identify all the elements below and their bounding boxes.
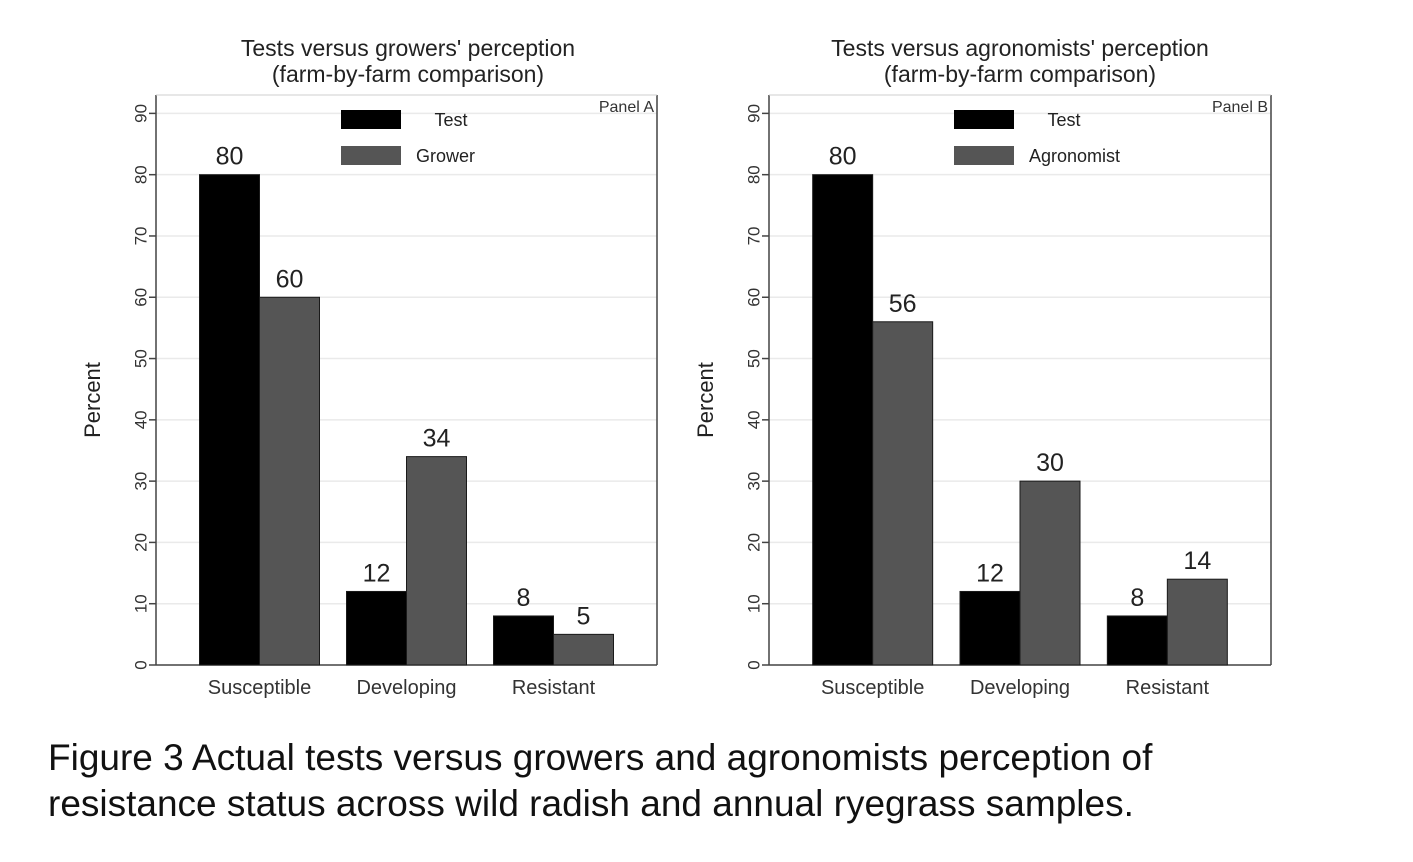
- x-tick-label: Susceptible: [821, 677, 924, 699]
- bar-agronomist: [872, 321, 934, 666]
- chart-title: Tests versus growers' perception: [241, 35, 575, 61]
- bar-test: [959, 590, 1021, 666]
- bar-data-label: 30: [1036, 449, 1064, 477]
- legend-label-test: Test: [434, 110, 467, 130]
- bar-data-label: 14: [1183, 547, 1211, 575]
- y-tick-label: 20: [131, 533, 150, 552]
- bar-test: [812, 174, 874, 666]
- y-tick-label: 80: [131, 165, 150, 184]
- x-tick-label: Developing: [970, 677, 1070, 699]
- bar-grower: [553, 633, 614, 666]
- legend-label-grower: Grower: [416, 146, 475, 166]
- caption-line-1: Figure 3 Actual tests versus growers and…: [48, 737, 1153, 778]
- bar-test: [493, 615, 554, 666]
- y-tick-label: 70: [744, 227, 763, 246]
- y-tick-label: 90: [131, 104, 150, 123]
- y-tick-label: 80: [744, 165, 763, 184]
- y-tick-label: 0: [131, 660, 150, 669]
- bar-agronomist: [1019, 480, 1081, 666]
- y-tick-label: 30: [131, 472, 150, 491]
- bar-data-label: 60: [276, 265, 304, 293]
- y-tick-label: 50: [744, 349, 763, 368]
- legend-swatch-agronomist: [954, 146, 1014, 165]
- legend-swatch-grower: [341, 146, 401, 165]
- y-tick-label: 60: [744, 288, 763, 307]
- x-tick-label: Susceptible: [208, 677, 311, 699]
- y-tick-label: 30: [744, 472, 763, 491]
- y-tick-label: 40: [131, 410, 150, 429]
- bar-data-label: 12: [363, 559, 391, 587]
- panel-label: Panel A: [599, 99, 654, 116]
- y-tick-label: 20: [744, 533, 763, 552]
- y-tick-label: 10: [744, 594, 763, 613]
- legend-swatch-test: [954, 110, 1014, 129]
- chart-subtitle: (farm-by-farm comparison): [884, 61, 1156, 87]
- bar-data-label: 8: [1130, 584, 1144, 612]
- x-tick-label: Resistant: [512, 677, 596, 699]
- bar-data-label: 12: [976, 559, 1004, 587]
- chart-panel-b: 0 10 20 30 40 50 60 70 80 90 Tests versus agronomi…: [693, 35, 1272, 699]
- y-tick-label: 50: [131, 349, 150, 368]
- figure-caption: Figure 3 Actual tests versus growers and…: [48, 735, 1388, 827]
- bar-test: [199, 174, 260, 666]
- y-axis-title: Percent: [80, 362, 105, 438]
- bar-test: [1106, 615, 1168, 666]
- bar-data-label: 5: [577, 602, 591, 630]
- bar-agronomist: [1166, 578, 1228, 666]
- legend-swatch-test: [341, 110, 401, 129]
- y-tick-label: 10: [131, 594, 150, 613]
- chart-panel-a: 0 10 20 30 40 50 60 70 80 90 Tests versus growers'…: [80, 35, 658, 699]
- caption-line-2: resistance status across wild radish and…: [48, 783, 1134, 824]
- legend-label-agronomist: Agronomist: [1029, 146, 1120, 166]
- panel-label: Panel B: [1212, 99, 1268, 116]
- chart-title: Tests versus agronomists' perception: [831, 35, 1209, 61]
- y-tick-label: 0: [744, 660, 763, 669]
- bar-data-label: 80: [216, 143, 244, 171]
- bar-data-label: 8: [517, 584, 531, 612]
- x-tick-label: Resistant: [1126, 677, 1210, 699]
- chart-subtitle: (farm-by-farm comparison): [272, 61, 544, 87]
- legend-label-test: Test: [1047, 110, 1080, 130]
- y-tick-label: 60: [131, 288, 150, 307]
- bar-test: [346, 590, 407, 666]
- bar-data-label: 80: [829, 143, 857, 171]
- y-tick-label: 90: [744, 104, 763, 123]
- bar-data-label: 56: [889, 290, 917, 318]
- bar-data-label: 34: [423, 425, 451, 453]
- bar-grower: [259, 296, 320, 666]
- y-tick-label: 40: [744, 410, 763, 429]
- bar-grower: [406, 456, 467, 666]
- y-tick-label: 70: [131, 227, 150, 246]
- y-axis-title: Percent: [693, 362, 718, 438]
- x-tick-label: Developing: [356, 677, 456, 699]
